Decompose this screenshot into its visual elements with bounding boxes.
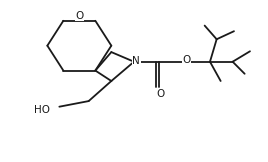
Text: O: O	[75, 11, 83, 21]
Text: HO: HO	[34, 105, 50, 115]
Text: O: O	[157, 89, 165, 99]
Text: N: N	[132, 56, 140, 66]
Text: O: O	[183, 55, 191, 65]
